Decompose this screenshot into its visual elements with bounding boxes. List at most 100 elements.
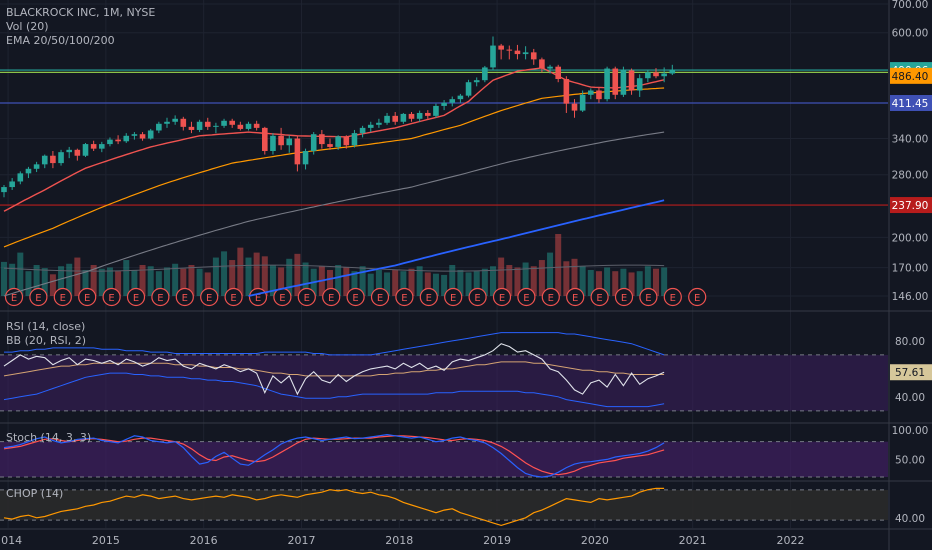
candle[interactable] xyxy=(99,141,105,153)
candle[interactable] xyxy=(107,137,113,147)
volume-legend[interactable]: Vol (20) xyxy=(6,20,49,33)
candle[interactable] xyxy=(262,126,268,155)
candle[interactable] xyxy=(506,45,513,60)
earnings-marker[interactable]: E xyxy=(53,287,72,307)
candle[interactable] xyxy=(653,68,659,79)
candle[interactable] xyxy=(628,68,635,95)
earnings-marker[interactable]: E xyxy=(566,287,585,307)
stoch-title[interactable]: Stoch (14, 3, 3) xyxy=(6,431,92,444)
candle[interactable] xyxy=(522,46,529,60)
earnings-marker[interactable]: E xyxy=(151,287,170,307)
candle[interactable] xyxy=(661,67,667,83)
candle[interactable] xyxy=(563,76,570,113)
candle[interactable] xyxy=(25,166,32,179)
ema-legend[interactable]: EMA 20/50/100/200 xyxy=(6,34,115,47)
earnings-marker[interactable]: E xyxy=(370,287,390,307)
candle[interactable] xyxy=(294,136,301,172)
bb-title[interactable]: BB (20, RSI, 2) xyxy=(6,334,87,347)
earnings-marker[interactable]: E xyxy=(29,287,48,307)
earnings-marker[interactable]: E xyxy=(541,287,560,307)
candle[interactable] xyxy=(82,142,89,157)
candle[interactable] xyxy=(286,135,293,153)
earnings-marker[interactable]: E xyxy=(419,287,438,307)
candle[interactable] xyxy=(588,88,594,100)
candle[interactable] xyxy=(579,90,586,113)
candle[interactable] xyxy=(539,57,545,73)
candle[interactable] xyxy=(335,135,341,150)
earnings-marker[interactable]: E xyxy=(590,287,609,307)
candle[interactable] xyxy=(41,154,48,169)
candle[interactable] xyxy=(213,122,219,134)
candle[interactable] xyxy=(66,146,72,159)
candle[interactable] xyxy=(433,103,439,118)
candle[interactable] xyxy=(612,66,619,100)
candle[interactable] xyxy=(351,129,358,148)
candle[interactable] xyxy=(319,129,325,149)
candle[interactable] xyxy=(229,118,235,128)
candle[interactable] xyxy=(359,125,366,138)
candle[interactable] xyxy=(221,118,227,128)
candle[interactable] xyxy=(310,132,317,155)
candle[interactable] xyxy=(123,133,130,143)
candle[interactable] xyxy=(620,66,627,97)
rsi-title[interactable]: RSI (14, close) xyxy=(6,320,86,333)
earnings-marker[interactable]: E xyxy=(492,287,512,307)
candle[interactable] xyxy=(571,99,578,118)
candle[interactable] xyxy=(204,117,211,130)
candle[interactable] xyxy=(604,66,610,102)
candle[interactable] xyxy=(270,133,276,155)
candle[interactable] xyxy=(33,161,40,173)
candle[interactable] xyxy=(237,121,244,131)
candle[interactable] xyxy=(164,117,170,128)
candle[interactable] xyxy=(490,36,496,71)
candle[interactable] xyxy=(58,149,64,166)
candle[interactable] xyxy=(367,121,374,133)
candle[interactable] xyxy=(514,44,521,60)
candle[interactable] xyxy=(547,64,553,74)
earnings-marker[interactable]: E xyxy=(273,287,292,307)
earnings-marker[interactable]: E xyxy=(663,287,682,307)
candle[interactable] xyxy=(253,120,260,131)
candle[interactable] xyxy=(392,112,398,125)
candle[interactable] xyxy=(425,110,431,119)
candle[interactable] xyxy=(1,184,7,198)
candle[interactable] xyxy=(139,132,146,141)
candle[interactable] xyxy=(482,65,488,83)
candle[interactable] xyxy=(74,148,81,161)
earnings-marker[interactable]: E xyxy=(224,287,243,307)
candle[interactable] xyxy=(147,128,154,140)
symbol-title[interactable]: BLACKROCK INC, 1M, NYSE xyxy=(6,6,156,19)
rsi-badge[interactable] xyxy=(890,364,932,381)
candle[interactable] xyxy=(17,171,24,185)
earnings-marker[interactable]: E xyxy=(4,287,24,307)
earnings-marker[interactable]: E xyxy=(175,287,194,307)
candle[interactable] xyxy=(90,140,97,151)
candle[interactable] xyxy=(384,112,390,125)
candle[interactable] xyxy=(400,112,407,124)
price-axis[interactable]: 700.00 600.00 340.00 280.00 200.00 170.00 146.… xyxy=(890,0,932,525)
price-badge[interactable] xyxy=(890,94,932,111)
candle[interactable] xyxy=(131,132,138,140)
candle[interactable] xyxy=(441,100,447,111)
candle[interactable] xyxy=(376,118,382,128)
candle[interactable] xyxy=(530,48,537,65)
candle[interactable] xyxy=(596,87,602,103)
earnings-marker[interactable]: E xyxy=(102,287,121,307)
candle[interactable] xyxy=(457,93,464,103)
candle[interactable] xyxy=(498,43,504,60)
earnings-marker[interactable]: E xyxy=(346,287,365,307)
candle[interactable] xyxy=(449,96,456,107)
candle[interactable] xyxy=(180,116,187,131)
earnings-marker[interactable]: E xyxy=(444,287,463,307)
earnings-marker[interactable]: E xyxy=(297,287,316,307)
candle[interactable] xyxy=(188,121,195,134)
candle[interactable] xyxy=(343,135,350,149)
earnings-marker[interactable]: E xyxy=(126,287,146,307)
candle[interactable] xyxy=(50,150,56,169)
earnings-marker[interactable]: E xyxy=(248,287,268,307)
candle[interactable] xyxy=(245,121,252,131)
price-badge[interactable] xyxy=(890,67,932,84)
candle[interactable] xyxy=(156,121,162,134)
candle[interactable] xyxy=(172,115,178,125)
